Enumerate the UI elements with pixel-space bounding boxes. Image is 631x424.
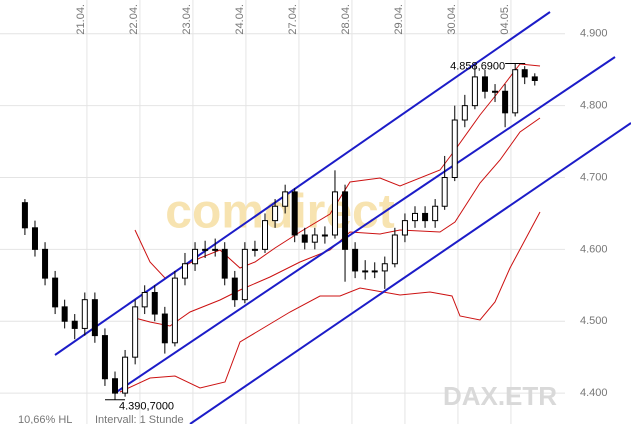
candle-body [122, 356, 129, 394]
candle-body [502, 90, 509, 114]
x-tick-label: 24.04. [234, 4, 246, 35]
candle-body [352, 248, 359, 272]
x-tick-label: 29.04. [393, 4, 405, 35]
candle-body [112, 378, 119, 394]
candle-body [331, 191, 338, 236]
candle-body [151, 291, 158, 315]
y-tick-label: 4.800 [580, 100, 608, 112]
x-tick-label: 22.04. [128, 4, 140, 35]
candle-body [371, 270, 378, 273]
candles [21, 63, 538, 400]
trend-line [114, 56, 616, 394]
candle-body [381, 263, 388, 272]
candle-body [471, 76, 478, 107]
x-tick-label: 04.05. [499, 4, 511, 35]
candle-body [192, 248, 199, 265]
candle-body [521, 69, 528, 78]
footer-text: Intervall: 1 Stunde [95, 414, 184, 424]
candle-body [492, 90, 499, 93]
candle-body [221, 248, 228, 279]
instrument-label: DAX.ETR [443, 381, 557, 411]
candle-body [282, 191, 289, 207]
candle-body [52, 277, 59, 308]
candle-body [531, 76, 538, 81]
candle-body [31, 227, 38, 250]
y-tick-label: 4.900 [580, 28, 608, 40]
candle-body [141, 291, 148, 308]
trend-line [189, 122, 631, 424]
candle-body [81, 299, 88, 329]
y-tick-label: 4.700 [580, 171, 608, 183]
x-tick-label: 23.04. [181, 4, 193, 35]
candle-body [101, 335, 108, 380]
grid [0, 0, 565, 424]
candle-body [481, 76, 488, 92]
candle-body [301, 234, 308, 243]
footer-text: 10,66% HL [18, 414, 72, 424]
candle-body [262, 220, 269, 250]
candle-body [91, 299, 98, 337]
trend-channel [54, 11, 631, 424]
candle-body [342, 191, 349, 250]
candle-body [202, 248, 209, 251]
y-tick-label: 4.500 [580, 315, 608, 327]
candle-body [272, 205, 279, 222]
candle-body [71, 320, 78, 329]
y-tick-label: 4.400 [580, 387, 608, 399]
x-tick-label: 21.04. [75, 4, 87, 35]
candle-body [132, 306, 139, 358]
candle-body [401, 220, 408, 236]
candle-body [291, 191, 298, 236]
candle-body [461, 105, 468, 121]
lower-band [119, 211, 541, 393]
trend-line [54, 11, 551, 356]
candle-body [362, 270, 369, 273]
candle-body [231, 277, 238, 301]
candle-body [311, 234, 318, 243]
x-tick-label: 28.04. [340, 4, 352, 35]
candle-body [512, 69, 519, 114]
candle-body [251, 248, 258, 251]
candle-body [441, 177, 448, 207]
candle-body [321, 234, 328, 237]
x-tick-label: 27.04. [287, 4, 299, 35]
annotations: 4.858,6900 4.390,7000 [105, 60, 526, 413]
candle-body [412, 212, 419, 222]
candle-body [391, 234, 398, 265]
x-tick-label: 30.04. [446, 4, 458, 35]
annotation-label: 4.390,7000 [119, 401, 174, 413]
candle-body [432, 205, 439, 222]
candle-body [161, 313, 168, 344]
candle-body [42, 248, 49, 279]
candle-body [451, 119, 458, 179]
candle-body [241, 248, 248, 301]
watermark: comdirect [165, 186, 394, 239]
y-tick-label: 4.600 [580, 243, 608, 255]
annotation-label: 4.858,6900 [450, 60, 505, 72]
candle-body [21, 202, 28, 229]
candle-body [422, 212, 429, 222]
candle-body [61, 306, 68, 322]
candle-body [212, 248, 219, 251]
candle-body [171, 277, 178, 344]
candle-body [181, 263, 188, 279]
